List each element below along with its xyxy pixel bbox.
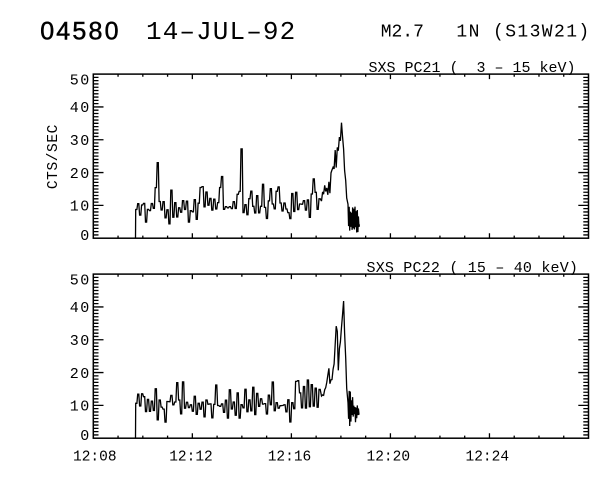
svg-text:10: 10 xyxy=(70,399,91,416)
svg-text:10: 10 xyxy=(70,199,91,216)
svg-text:40: 40 xyxy=(70,100,91,117)
svg-text:20: 20 xyxy=(70,166,91,183)
svg-text:SXS PC21 ( 3 – 15 keV): SXS PC21 ( 3 – 15 keV) xyxy=(369,60,576,77)
svg-text:30: 30 xyxy=(70,133,91,150)
svg-text:12:24: 12:24 xyxy=(466,450,510,466)
svg-text:M2.7: M2.7 xyxy=(381,23,424,43)
svg-text:0: 0 xyxy=(80,228,91,245)
svg-text:20: 20 xyxy=(70,366,91,383)
svg-text:12:12: 12:12 xyxy=(169,450,213,466)
svg-text:04580: 04580 xyxy=(40,18,121,46)
svg-text:40: 40 xyxy=(70,300,91,317)
svg-text:30: 30 xyxy=(70,333,91,350)
svg-text:12:20: 12:20 xyxy=(367,450,411,466)
svg-text:12:16: 12:16 xyxy=(268,450,312,466)
svg-text:50: 50 xyxy=(70,73,91,90)
svg-text:SXS PC22 ( 15 – 40 keV): SXS PC22 ( 15 – 40 keV) xyxy=(367,260,579,277)
svg-text:1N (S13W21): 1N (S13W21) xyxy=(456,23,590,43)
svg-text:CTS/SEC: CTS/SEC xyxy=(46,124,62,189)
svg-text:12:08: 12:08 xyxy=(73,450,117,466)
svg-text:0: 0 xyxy=(80,428,91,445)
svg-text:14–JUL–92: 14–JUL–92 xyxy=(146,17,296,47)
svg-text:50: 50 xyxy=(70,273,91,290)
